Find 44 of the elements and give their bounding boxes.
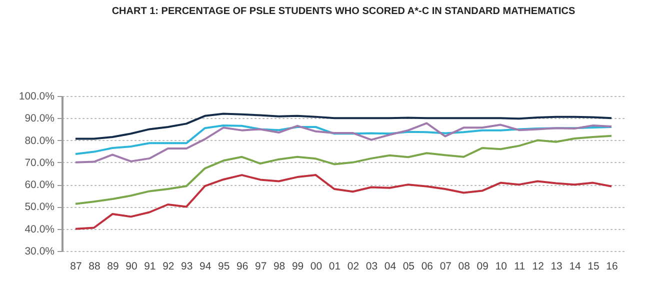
- x-tick-label: 91: [144, 260, 156, 272]
- x-tick-label: 15: [588, 260, 600, 272]
- x-tick-label: 11: [514, 260, 526, 272]
- x-tick-label: 08: [458, 260, 470, 272]
- y-tick-label: 100.0%: [18, 90, 54, 102]
- x-tick-label: 89: [107, 260, 119, 272]
- x-tick-label: 10: [495, 260, 508, 272]
- x-tick-label: 12: [532, 260, 544, 272]
- y-tick-label: 70.0%: [24, 156, 54, 169]
- y-tick-label: 40.0%: [24, 223, 54, 236]
- x-tick-label: 96: [236, 260, 248, 272]
- x-tick-label: 16: [606, 260, 618, 272]
- x-tick-label: 98: [273, 260, 286, 272]
- x-tick-label: 95: [218, 260, 230, 272]
- x-tick-label: 00: [310, 260, 322, 272]
- x-tick-label: 13: [550, 260, 563, 272]
- x-tick-label: 93: [181, 260, 193, 272]
- x-tick-label: 06: [421, 260, 434, 272]
- line-series: [74, 174, 613, 230]
- x-tick-label: 03: [366, 260, 378, 272]
- x-tick-label: 04: [384, 260, 396, 272]
- x-tick-label: 92: [162, 260, 174, 272]
- x-tick-label: 97: [254, 260, 267, 272]
- line-series: [74, 112, 613, 140]
- x-tick-label: 05: [402, 260, 415, 272]
- x-tick-label: 87: [70, 260, 82, 272]
- y-tick-label: 50.0%: [24, 201, 54, 214]
- x-tick-label: 99: [292, 260, 304, 272]
- x-tick-label: 07: [440, 260, 452, 272]
- chart-title: CHART 1: PERCENTAGE OF PSLE STUDENTS WHO SCORED A*-C IN STANDARD MATHEMATICS: [112, 6, 576, 17]
- x-tick-label: 90: [126, 260, 138, 272]
- line-series: [74, 134, 613, 205]
- x-tick-label: 01: [328, 260, 341, 272]
- line-series: [74, 122, 613, 164]
- x-tick-label: 94: [200, 260, 212, 272]
- x-tick-label: 14: [569, 260, 582, 272]
- y-tick-label: 80.0%: [24, 134, 54, 147]
- x-tick-label: 09: [476, 260, 489, 272]
- y-tick-label: 30.0%: [24, 246, 54, 258]
- y-tick-label: 60.0%: [24, 179, 54, 192]
- line-series: [74, 124, 613, 156]
- y-tick-label: 90.0%: [24, 112, 54, 125]
- x-tick-label: 88: [88, 260, 100, 272]
- x-tick-label: 02: [347, 260, 360, 272]
